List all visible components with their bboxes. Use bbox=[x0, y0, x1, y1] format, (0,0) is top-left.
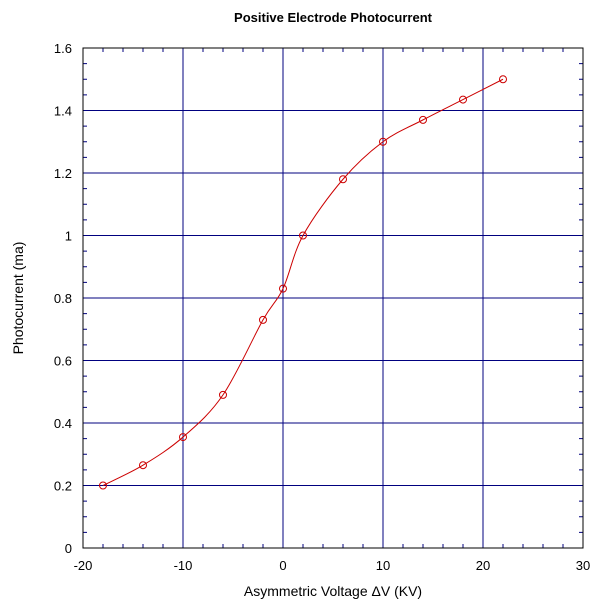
data-points bbox=[99, 75, 507, 490]
y-tick-label: 0.2 bbox=[54, 479, 72, 494]
y-tick-label: 0 bbox=[65, 541, 72, 556]
y-axis-label: Photocurrent (ma) bbox=[10, 242, 26, 355]
chart-title: Positive Electrode Photocurrent bbox=[234, 10, 433, 25]
x-tick-label: 30 bbox=[576, 558, 590, 573]
y-tick-label: 0.6 bbox=[54, 354, 72, 369]
grid bbox=[82, 47, 584, 549]
data-point bbox=[99, 481, 107, 490]
y-tick-label: 1.4 bbox=[54, 104, 72, 119]
x-axis-label: Asymmetric Voltage ΔV (KV) bbox=[244, 583, 422, 599]
x-axis-ticks: -20 -10 0 10 20 30 bbox=[74, 558, 591, 573]
y-tick-label: 0.8 bbox=[54, 291, 72, 306]
minor-ticks bbox=[82, 47, 584, 549]
y-tick-label: 1 bbox=[65, 229, 72, 244]
data-point bbox=[379, 137, 387, 146]
y-axis-ticks: 0 0.2 0.4 0.6 0.8 1 1.2 1.4 1.6 bbox=[54, 41, 72, 556]
series-line bbox=[102, 78, 504, 486]
y-tick-label: 1.2 bbox=[54, 166, 72, 181]
data-point bbox=[339, 175, 347, 184]
data-point bbox=[419, 115, 427, 124]
x-tick-label: -20 bbox=[74, 558, 93, 573]
x-tick-label: 20 bbox=[476, 558, 490, 573]
data-point bbox=[299, 231, 307, 240]
data-point bbox=[219, 390, 227, 399]
data-point bbox=[139, 461, 147, 470]
x-tick-label: 0 bbox=[279, 558, 286, 573]
y-tick-label: 1.6 bbox=[54, 41, 72, 56]
y-tick-label: 0.4 bbox=[54, 416, 72, 431]
x-tick-label: 10 bbox=[376, 558, 390, 573]
data-point bbox=[279, 284, 287, 293]
data-point bbox=[459, 95, 467, 104]
data-point bbox=[259, 315, 267, 324]
plot-frame bbox=[82, 47, 584, 549]
data-point bbox=[499, 75, 507, 84]
x-tick-label: -10 bbox=[174, 558, 193, 573]
data-point bbox=[179, 433, 187, 442]
